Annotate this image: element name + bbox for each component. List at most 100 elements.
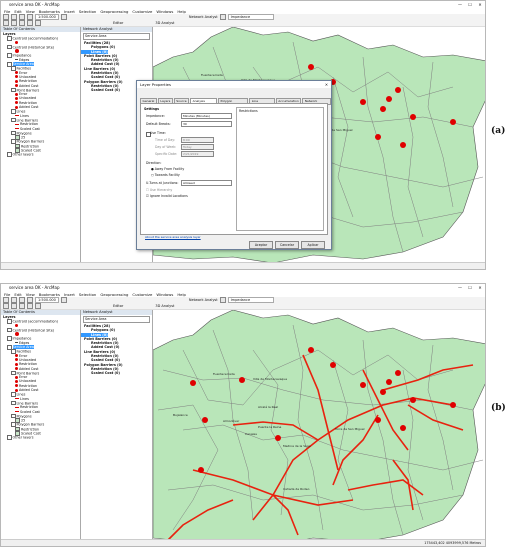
- layer-visibility-checkbox[interactable]: [7, 327, 12, 333]
- identify-icon[interactable]: [35, 20, 41, 26]
- na-class-item[interactable]: Line Barriers (0): [84, 349, 116, 354]
- uturns-select[interactable]: Allowed: [181, 180, 232, 186]
- maximize-button[interactable]: ☐: [468, 2, 472, 7]
- toc-item[interactable]: Error: [1, 71, 80, 75]
- impedance-select[interactable]: Minutes (Minutes): [181, 113, 232, 119]
- impedance-dropdown[interactable]: Impedance: [227, 297, 274, 303]
- new-icon[interactable]: [3, 297, 9, 303]
- toc-item[interactable]: Restriction: [1, 405, 80, 409]
- na-class-item[interactable]: Facilities (28): [84, 41, 111, 45]
- layer-visibility-checkbox[interactable]: [11, 413, 16, 419]
- menu-item-customize[interactable]: Customize: [132, 8, 153, 14]
- toc-item[interactable]: Polygons: [1, 130, 80, 136]
- toc-item[interactable]: Error: [1, 354, 80, 358]
- toc-item[interactable]: [1, 332, 80, 337]
- na-class-item[interactable]: Lines (0): [81, 49, 108, 54]
- close-window-button[interactable]: ✕: [478, 2, 482, 7]
- ignore-invalid-checkbox[interactable]: ☑ Ignore Invalid Locations: [146, 194, 188, 198]
- na-class-item[interactable]: Scaled Cost (0): [91, 371, 120, 376]
- menu-item-windows[interactable]: Windows: [156, 291, 174, 297]
- menu-item-selection[interactable]: Selection: [78, 8, 97, 14]
- toc-item[interactable]: Unlocated: [1, 379, 80, 383]
- na-layer-select[interactable]: Service Area: [83, 316, 150, 323]
- 3d-analyst-label[interactable]: 3D Analyst: [155, 304, 175, 308]
- layer-visibility-checkbox[interactable]: [11, 130, 16, 136]
- editor-toolbar-label[interactable]: Editor: [113, 304, 124, 308]
- toc-item[interactable]: Other layers: [1, 152, 80, 157]
- menu-item-help[interactable]: Help: [177, 291, 186, 297]
- add-data-icon[interactable]: [60, 297, 67, 303]
- toc-item[interactable]: Error: [1, 92, 80, 96]
- toc-item[interactable]: Layers: [1, 315, 80, 319]
- pan-icon[interactable]: [19, 20, 25, 26]
- specific-date-input[interactable]: 2/21/2019: [181, 151, 214, 157]
- pan-icon[interactable]: [19, 303, 25, 309]
- day-of-week-select[interactable]: Today: [181, 144, 214, 150]
- help-link[interactable]: About the service area analysis layer: [145, 235, 201, 239]
- menu-item-edit[interactable]: Edit: [14, 291, 22, 297]
- na-class-item[interactable]: Scaled Cost (0): [91, 75, 120, 80]
- menu-item-view[interactable]: View: [25, 291, 35, 297]
- layer-visibility-checkbox[interactable]: [7, 53, 12, 58]
- time-of-day-input[interactable]: 8:00: [181, 137, 214, 143]
- toc-item[interactable]: [1, 41, 80, 45]
- toc-item[interactable]: Other layers: [1, 435, 80, 440]
- dialog-close-icon[interactable]: ✕: [324, 82, 328, 87]
- toc-item[interactable]: Error: [1, 375, 80, 379]
- layer-visibility-checkbox[interactable]: [7, 36, 12, 41]
- menu-item-geoprocessing[interactable]: Geoprocessing: [100, 8, 129, 14]
- map-view[interactable]: Fuentecerrada Bujalance Villa de Montecava…: [153, 310, 485, 542]
- toc-item[interactable]: Lines: [1, 397, 80, 401]
- close-window-button[interactable]: ✕: [478, 285, 482, 290]
- toc-item[interactable]: Lines: [1, 109, 80, 114]
- toc-item[interactable]: Impedance: [1, 336, 80, 341]
- toc-item[interactable]: Scaled Cost: [1, 127, 80, 131]
- na-class-item[interactable]: Restriction (0): [91, 83, 119, 88]
- menu-item-customize[interactable]: Customize: [132, 291, 153, 297]
- toc-item[interactable]: Unlocated: [1, 358, 80, 362]
- layer-visibility-checkbox[interactable]: [11, 349, 16, 354]
- menu-item-insert[interactable]: Insert: [63, 8, 75, 14]
- na-class-item[interactable]: Point Barriers (0): [84, 53, 118, 58]
- zoom-out-icon[interactable]: [11, 303, 17, 309]
- toc-item[interactable]: Lines: [1, 114, 80, 118]
- toc-item[interactable]: Unlocated: [1, 75, 80, 79]
- network-analyst-toolbar-label[interactable]: Network Analyst: [188, 298, 218, 302]
- layer-visibility-checkbox[interactable]: [11, 422, 16, 427]
- toc-item[interactable]: Polygons: [1, 413, 80, 419]
- menu-item-windows[interactable]: Windows: [156, 8, 174, 14]
- toc-item[interactable]: Unlocated: [1, 96, 80, 100]
- toc-item[interactable]: Centroid (accommodation): [1, 319, 80, 324]
- layer-visibility-checkbox[interactable]: [11, 117, 16, 123]
- menu-item-edit[interactable]: Edit: [14, 8, 22, 14]
- toc-item[interactable]: Facilities: [1, 66, 80, 71]
- open-icon[interactable]: [11, 297, 17, 303]
- na-class-item[interactable]: Point Barriers (0): [84, 336, 118, 341]
- na-layer-select[interactable]: Service Area: [83, 33, 150, 40]
- na-class-item[interactable]: Restriction (0): [91, 341, 119, 346]
- layer-visibility-checkbox[interactable]: [11, 139, 16, 144]
- scale-dropdown[interactable]: 1:500.000: [35, 14, 59, 20]
- layer-visibility-checkbox[interactable]: [11, 370, 16, 376]
- network-analyst-icon[interactable]: [219, 14, 226, 20]
- layer-visibility-checkbox[interactable]: [7, 345, 12, 350]
- toc-item[interactable]: Added Cost: [1, 105, 80, 109]
- na-class-item[interactable]: Facilities (28): [84, 324, 111, 328]
- layer-visibility-checkbox[interactable]: [11, 109, 16, 114]
- towards-facility-radio[interactable]: ○ Towards Facility: [151, 173, 180, 177]
- toc-item[interactable]: Polygon Barriers: [1, 139, 80, 144]
- toc-item[interactable]: Point Barriers: [1, 370, 80, 376]
- toc-item[interactable]: Service Area: [1, 345, 80, 350]
- toc-item[interactable]: Lines: [1, 392, 80, 397]
- hierarchy-checkbox[interactable]: ☐ Use Hierarchy: [146, 188, 173, 192]
- layer-visibility-checkbox[interactable]: [7, 62, 12, 67]
- 3d-analyst-label[interactable]: 3D Analyst: [155, 21, 175, 25]
- layer-visibility-checkbox[interactable]: [7, 336, 12, 341]
- menu-item-bookmarks[interactable]: Bookmarks: [38, 291, 60, 297]
- toc-item[interactable]: Line Barriers: [1, 117, 80, 123]
- menu-item-file[interactable]: File: [4, 8, 11, 14]
- na-class-item[interactable]: Scaled Cost (0): [91, 358, 120, 363]
- toc-item[interactable]: Centroid (accommodation): [1, 36, 80, 41]
- toc-item[interactable]: Scaled Cost: [1, 431, 80, 436]
- full-extent-icon[interactable]: [27, 20, 33, 26]
